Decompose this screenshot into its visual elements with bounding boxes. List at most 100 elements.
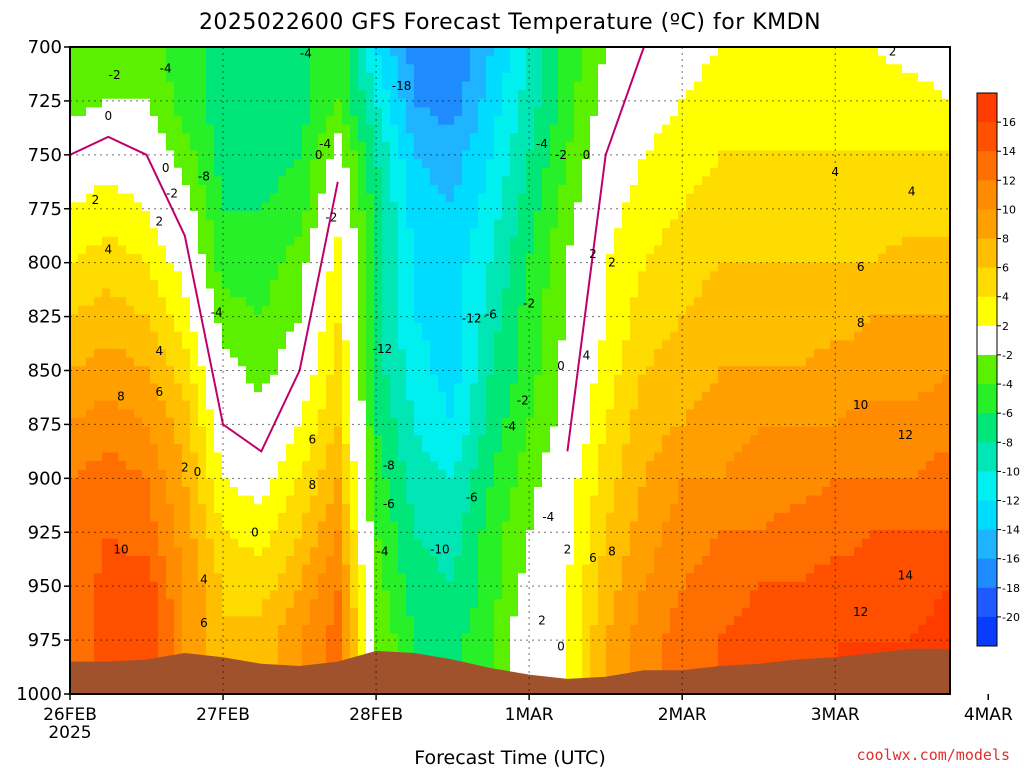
temperature-cell: [254, 348, 263, 359]
temperature-cell: [126, 547, 135, 557]
temperature-cell: [134, 72, 143, 83]
temperature-cell: [238, 357, 247, 367]
temperature-cell: [406, 495, 415, 505]
temperature-cell: [262, 150, 271, 160]
temperature-cell: [422, 107, 431, 117]
temperature-cell: [342, 331, 351, 341]
temperature-cell: [230, 340, 239, 350]
temperature-cell: [70, 98, 79, 108]
temperature-cell: [230, 521, 239, 531]
temperature-cell: [502, 314, 511, 324]
temperature-cell: [246, 81, 255, 91]
temperature-cell: [158, 90, 167, 100]
temperature-cell: [582, 141, 591, 152]
temperature-cell: [86, 512, 95, 523]
temperature-cell: [358, 383, 367, 393]
temperature-cell: [262, 228, 271, 238]
temperature-cell: [190, 124, 199, 134]
temperature-cell: [422, 512, 431, 523]
temperature-cell: [198, 193, 207, 203]
temperature-cell: [238, 314, 247, 324]
temperature-cell: [262, 167, 271, 177]
temperature-cell: [414, 323, 423, 333]
temperature-cell: [470, 504, 479, 514]
temperature-cell: [494, 521, 503, 531]
temperature-cell: [182, 159, 191, 169]
temperature-cell: [310, 538, 319, 548]
temperature-cell: [526, 555, 535, 566]
temperature-cell: [502, 452, 511, 462]
temperature-cell: [334, 314, 343, 324]
temperature-cell: [566, 150, 575, 160]
temperature-cell: [534, 279, 543, 290]
temperature-cell: [422, 271, 431, 281]
temperature-cell: [398, 409, 407, 419]
temperature-cell: [382, 90, 391, 100]
temperature-cell: [262, 107, 271, 117]
temperature-cell: [414, 193, 423, 203]
temperature-cell: [598, 288, 607, 298]
temperature-cell: [550, 193, 559, 203]
temperature-cell: [326, 521, 335, 531]
temperature-cell: [182, 443, 191, 454]
temperature-cell: [462, 512, 471, 523]
temperature-cell: [534, 176, 543, 186]
temperature-cell: [486, 417, 495, 428]
temperature-cell: [78, 478, 87, 488]
temperature-cell: [78, 340, 87, 350]
temperature-cell: [86, 193, 95, 203]
temperature-cell: [374, 581, 383, 592]
temperature-cell: [406, 314, 415, 324]
temperature-cell: [174, 452, 183, 462]
temperature-cell: [150, 236, 159, 247]
temperature-cell: [566, 512, 575, 523]
temperature-cell: [462, 262, 471, 272]
temperature-cell: [414, 98, 423, 108]
temperature-cell: [430, 409, 439, 419]
temperature-cell: [526, 141, 535, 152]
temperature-cell: [174, 167, 183, 177]
temperature-cell: [118, 633, 127, 643]
temperature-cell: [518, 202, 527, 212]
temperature-cell: [270, 81, 279, 91]
temperature-cell: [510, 486, 519, 497]
temperature-cell: [566, 254, 575, 264]
temperature-cell: [134, 124, 143, 134]
temperature-cell: [238, 64, 247, 74]
temperature-cell: [558, 616, 567, 626]
temperature-cell: [398, 624, 407, 635]
temperature-cell: [462, 564, 471, 574]
temperature-cell: [238, 150, 247, 160]
temperature-cell: [454, 624, 463, 635]
temperature-cell: [342, 116, 351, 126]
temperature-cell: [190, 461, 199, 471]
temperature-cell: [230, 262, 239, 272]
temperature-cell: [446, 348, 455, 359]
temperature-cell: [582, 486, 591, 497]
temperature-cell: [286, 435, 295, 445]
temperature-cell: [438, 159, 447, 169]
temperature-cell: [494, 340, 503, 350]
temperature-cell: [374, 262, 383, 272]
temperature-cell: [478, 495, 487, 505]
temperature-cell: [302, 495, 311, 505]
temperature-cell: [270, 538, 279, 548]
temperature-cell: [110, 193, 119, 203]
temperature-cell: [182, 512, 191, 523]
temperature-cell: [430, 417, 439, 428]
temperature-cell: [390, 236, 399, 247]
temperature-cell: [222, 228, 231, 238]
temperature-cell: [94, 573, 103, 583]
temperature-cell: [182, 340, 191, 350]
temperature-cell: [406, 633, 415, 643]
temperature-cell: [86, 314, 95, 324]
temperature-cell: [486, 400, 495, 410]
temperature-cell: [494, 581, 503, 592]
temperature-cell: [134, 47, 143, 57]
temperature-cell: [286, 116, 295, 126]
temperature-cell: [94, 228, 103, 238]
temperature-cell: [518, 185, 527, 195]
temperature-cell: [558, 555, 567, 566]
temperature-cell: [294, 340, 303, 350]
temperature-cell: [374, 98, 383, 108]
